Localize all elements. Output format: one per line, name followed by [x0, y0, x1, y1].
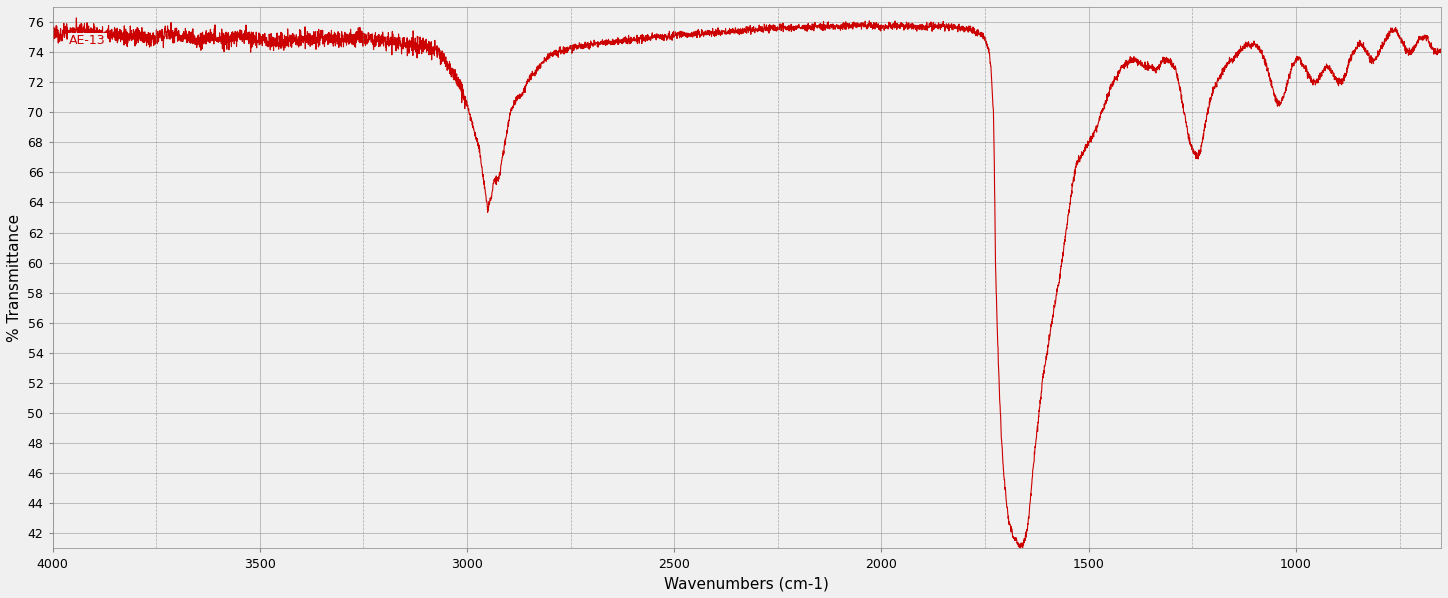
Y-axis label: % Transmittance: % Transmittance	[7, 213, 22, 342]
X-axis label: Wavenumbers (cm-1): Wavenumbers (cm-1)	[665, 576, 830, 591]
Text: AE-13: AE-13	[70, 34, 106, 47]
